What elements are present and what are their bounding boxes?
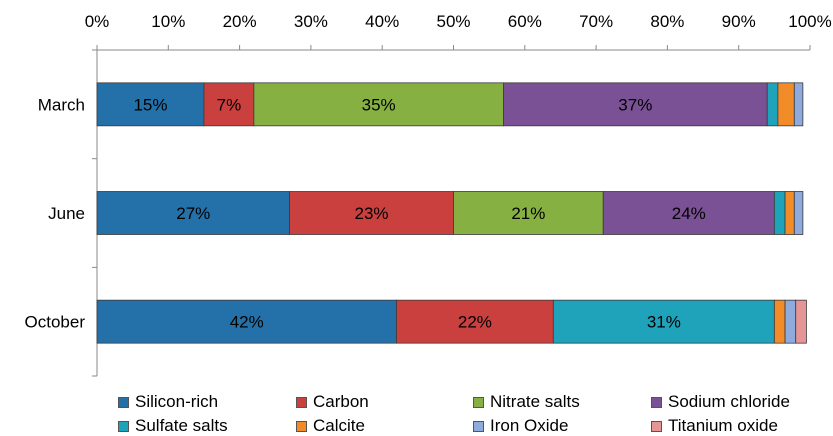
data-label: 37% bbox=[618, 95, 652, 114]
data-label: 27% bbox=[176, 204, 210, 223]
bar-segment bbox=[453, 191, 604, 235]
bar-segment bbox=[784, 299, 797, 344]
legend-swatch bbox=[651, 420, 662, 432]
legend-swatch bbox=[118, 396, 129, 408]
bar-segment bbox=[773, 191, 786, 235]
legend-swatch bbox=[473, 396, 484, 408]
legend-swatch bbox=[651, 396, 662, 408]
legend-item: Calcite bbox=[296, 416, 365, 436]
bar-segment bbox=[784, 191, 795, 235]
category-label: October bbox=[25, 313, 86, 332]
x-tick-label: 70% bbox=[579, 12, 613, 31]
stacked-bar-chart: 0% 10% 20% 30% 40% 50% 60% 70% 80% 90% 100% March 15… bbox=[25, 12, 832, 377]
bar-segment bbox=[203, 82, 255, 127]
x-tick-label: 50% bbox=[436, 12, 470, 31]
legend-label: Sulfate salts bbox=[135, 416, 228, 435]
bar-segment bbox=[773, 299, 786, 344]
category-label: March bbox=[38, 95, 85, 114]
bar-segment bbox=[96, 82, 205, 127]
legend-label: Titanium oxide bbox=[668, 416, 778, 435]
data-label: 21% bbox=[511, 204, 545, 223]
data-label: 22% bbox=[458, 313, 492, 332]
bar-segment bbox=[777, 82, 795, 127]
legend-item: Sulfate salts bbox=[118, 416, 228, 436]
legend-label: Iron Oxide bbox=[490, 416, 569, 435]
bar-segment bbox=[793, 191, 804, 235]
legend-label: Sodium chloride bbox=[668, 392, 790, 411]
data-label: 23% bbox=[354, 204, 388, 223]
data-label: 15% bbox=[133, 95, 167, 114]
bar-segment bbox=[253, 82, 504, 127]
bar-segment bbox=[602, 191, 775, 235]
x-tick-label: 100% bbox=[788, 12, 831, 31]
data-label: 24% bbox=[672, 204, 706, 223]
legend-item: Silicon-rich bbox=[118, 392, 218, 412]
x-tick-label: 60% bbox=[508, 12, 542, 31]
data-label: 42% bbox=[230, 313, 264, 332]
x-tick-label: 90% bbox=[722, 12, 756, 31]
bar-segment bbox=[795, 299, 807, 344]
data-label: 7% bbox=[217, 95, 242, 114]
legend-item: Nitrate salts bbox=[473, 392, 580, 412]
bar-segment bbox=[396, 299, 554, 344]
legend-item: Sodium chloride bbox=[651, 392, 790, 412]
legend-item: Titanium oxide bbox=[651, 416, 778, 436]
bar-segment bbox=[766, 82, 779, 127]
bar-segment bbox=[96, 299, 397, 344]
x-tick-label: 20% bbox=[223, 12, 257, 31]
x-tick-label: 30% bbox=[294, 12, 328, 31]
bar-segment bbox=[793, 82, 804, 127]
x-tick-label: 10% bbox=[151, 12, 185, 31]
legend-label: Silicon-rich bbox=[135, 392, 219, 411]
category-label: June bbox=[48, 204, 85, 223]
legend-swatch bbox=[296, 420, 307, 432]
x-tick-label: 80% bbox=[650, 12, 684, 31]
legend-swatch bbox=[118, 420, 129, 432]
data-label: 31% bbox=[647, 313, 681, 332]
bar-segment bbox=[289, 191, 454, 235]
legend-item: Iron Oxide bbox=[473, 416, 568, 436]
x-tick-label: 0% bbox=[85, 12, 110, 31]
legend-swatch bbox=[296, 396, 307, 408]
legend-label: Calcite bbox=[313, 416, 365, 435]
x-tick-label: 40% bbox=[365, 12, 399, 31]
chart-legend: Silicon-rich Carbon Nitrate salts Sodium ch… bbox=[118, 392, 818, 436]
legend-swatch bbox=[473, 420, 484, 432]
legend-label: Carbon bbox=[313, 392, 369, 411]
legend-item: Carbon bbox=[296, 392, 369, 412]
legend-label: Nitrate salts bbox=[490, 392, 580, 411]
data-label: 35% bbox=[362, 95, 396, 114]
bar-segment bbox=[552, 299, 775, 344]
